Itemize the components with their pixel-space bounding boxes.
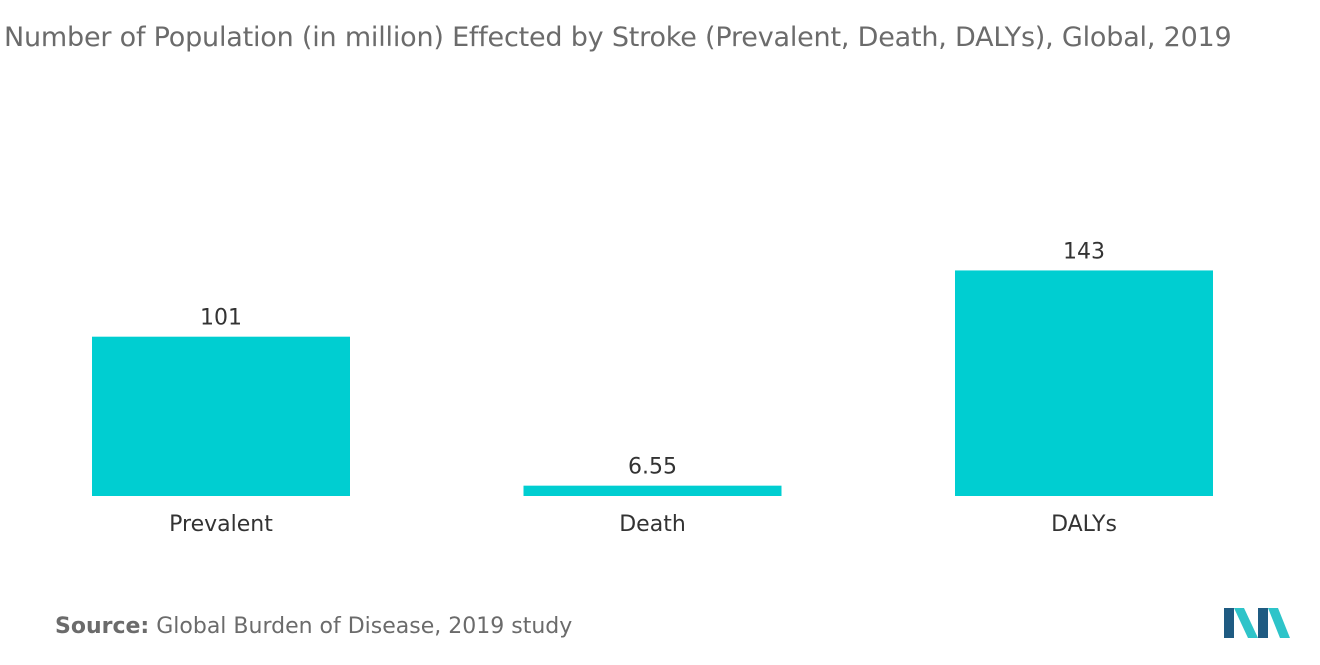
source-note: Source: Global Burden of Disease, 2019 s… <box>55 614 572 639</box>
value-label-death: 6.55 <box>628 455 677 480</box>
logo-left-stroke <box>1224 608 1234 638</box>
value-label-prevalent: 101 <box>200 306 242 331</box>
category-label-death: Death <box>619 512 686 537</box>
bars-group <box>92 270 1213 496</box>
bar-chart: 101 6.55 143 Prevalent Death DALYs <box>92 239 1213 537</box>
category-labels-group: Prevalent Death DALYs <box>169 512 1117 537</box>
bar-prevalent <box>92 336 350 496</box>
logo-right-diagonal <box>1268 608 1290 638</box>
chart-title: Number of Population (in million) Effect… <box>4 22 1232 53</box>
value-labels-group: 101 6.55 143 <box>200 239 1105 479</box>
value-label-dalys: 143 <box>1063 239 1105 264</box>
category-label-prevalent: Prevalent <box>169 512 273 537</box>
source-label: Source: <box>55 614 150 639</box>
logo-left-diagonal <box>1234 608 1258 638</box>
category-label-dalys: DALYs <box>1051 512 1117 537</box>
bar-dalys <box>955 270 1213 496</box>
logo-right-stroke <box>1258 608 1268 638</box>
bar-death <box>523 485 782 496</box>
source-text: Global Burden of Disease, 2019 study <box>156 614 573 639</box>
mordor-intelligence-logo-icon <box>1224 608 1290 638</box>
